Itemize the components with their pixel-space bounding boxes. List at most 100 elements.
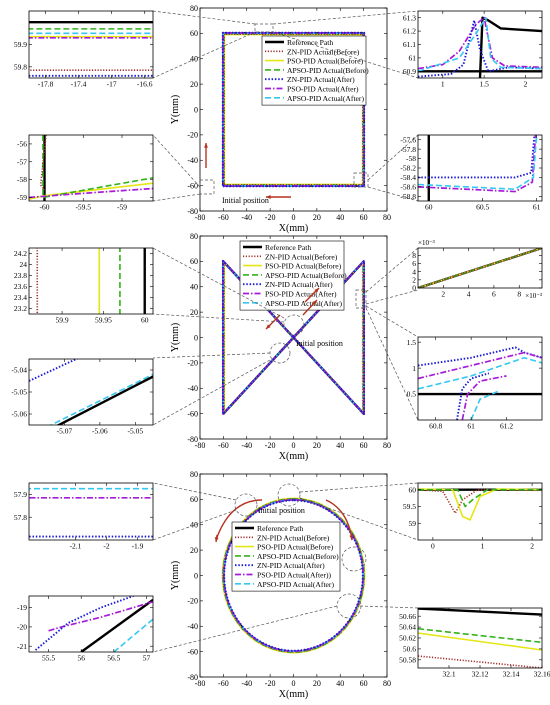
bowtie_z3-bg bbox=[29, 359, 153, 425]
circle-z2-apso-before bbox=[418, 488, 542, 508]
circle_z2-xtick-label: 2 bbox=[530, 542, 534, 551]
circle-zn_after-line bbox=[223, 499, 364, 652]
direction-arrow-head bbox=[214, 537, 219, 542]
legend-label-zn_before: ZN-PID Actual(Before) bbox=[287, 47, 360, 56]
bowtie_main-xtick-label: -80 bbox=[195, 441, 206, 450]
circle_z1-ytick-label: 57.9 bbox=[14, 490, 27, 499]
bowtie_z2-ytick-label: 0 bbox=[412, 284, 416, 293]
square_main-ytick-label: -20 bbox=[187, 131, 198, 140]
bowtie_z4-ytick-label: 1 bbox=[412, 364, 416, 373]
circle_main-ytick-label: -60 bbox=[187, 647, 198, 656]
bowtie_z3-ytick-label: -5.04 bbox=[11, 366, 27, 375]
direction-arc bbox=[215, 499, 263, 541]
circle_z1-frame bbox=[28, 482, 154, 541]
zoom-connector bbox=[272, 10, 419, 25]
legend-label-pso_before: PSO-PID Actual(Before) bbox=[265, 262, 342, 271]
circle_z4-xtick-label: 32.16 bbox=[534, 670, 550, 679]
bowtie_z4-xtick-label: 61 bbox=[467, 422, 475, 431]
bowtie_z2-xtick-label: 8 bbox=[517, 290, 521, 299]
zoom-region-rect bbox=[199, 179, 215, 195]
square_main-ytick-label: -80 bbox=[187, 207, 198, 216]
bowtie_z4-frame bbox=[417, 336, 543, 421]
bowtie_z4-ytick-label: 0.5 bbox=[407, 390, 417, 399]
bowtie_z1-axes: 59.9 59.95 60 23.2 23.4 23.6 23.8 24 24.2 bbox=[14, 247, 154, 325]
bowtie_z2-plot bbox=[418, 248, 542, 288]
bowtie-z4-pso-after bbox=[418, 351, 542, 380]
zoom-connector bbox=[152, 359, 271, 426]
legend-label-ref: Reference Path bbox=[257, 524, 303, 533]
square_z2-xtick-label: 1.5 bbox=[479, 80, 489, 89]
circle_z3-xtick-label: 56 bbox=[77, 654, 85, 663]
circle_main-xtick-label: -40 bbox=[241, 679, 252, 688]
initial-position-label-2: Initial position bbox=[296, 339, 343, 348]
square_z4-ytick-label: -58.6 bbox=[400, 182, 416, 191]
circle_z4-ytick-label: 50.62 bbox=[399, 634, 416, 643]
bowtie_z1-xtick-label: 60 bbox=[141, 316, 149, 325]
bowtie-z3-apso-after bbox=[49, 373, 153, 425]
square-z4-zn-after bbox=[418, 135, 536, 179]
circle_z3-ytick-label: -21 bbox=[17, 642, 27, 651]
bowtie_main-xtick-label: -40 bbox=[241, 441, 252, 450]
legend-label-apso_before: APSO-PID Actual(Before) bbox=[257, 552, 339, 561]
circle-z3-ref bbox=[80, 598, 153, 652]
circle-z4-pso-before bbox=[418, 632, 542, 651]
circle_main-xtick-label: 80 bbox=[383, 679, 391, 688]
circle_main-xtick-label: -20 bbox=[265, 679, 276, 688]
zoom-region-circle bbox=[234, 493, 258, 517]
bowtie-z3-ref bbox=[56, 375, 153, 425]
circle_z3-plot bbox=[29, 596, 153, 652]
bowtie_z2-ytick-label: 8 bbox=[412, 251, 416, 260]
zoom-connector bbox=[367, 134, 419, 181]
bowtie_main-ytick-label: 40 bbox=[190, 283, 198, 292]
circle_z3-axes: 55.5 56 56.5 57 -21 -20 -19 bbox=[17, 595, 154, 663]
circle_z3-ytick-label: -19 bbox=[17, 603, 27, 612]
bowtie_main-ytick-label: 0 bbox=[194, 333, 198, 342]
square_z4-xtick-label: 60.5 bbox=[476, 203, 489, 212]
bowtie_z2-frame bbox=[417, 247, 543, 289]
circle-z2-zn-before bbox=[418, 488, 542, 514]
zoom-connector bbox=[152, 352, 271, 359]
zoom-connector bbox=[152, 193, 201, 202]
bowtie_z3-ytick-label: -5.06 bbox=[11, 410, 27, 419]
square-z2-ref-line bbox=[478, 16, 542, 78]
square_z4-bg bbox=[418, 135, 542, 201]
square_main-xtick-label: -80 bbox=[195, 213, 206, 222]
circle-z3-pso-after bbox=[48, 600, 153, 632]
square_z3-ytick-label: -57 bbox=[17, 157, 27, 166]
circle_z4-ytick-label: 50.6 bbox=[403, 645, 416, 654]
legend-label-pso_before: PSO-PID Actual(Before) bbox=[257, 543, 334, 552]
bowtie_z4-xtick-label: 60.8 bbox=[429, 422, 442, 431]
legend-label-apso_after: APSO-PID Actual(After) bbox=[287, 94, 364, 103]
bowtie_z1-plot bbox=[29, 248, 153, 314]
bowtie-z2-x-exponent: ×10⁻³ bbox=[525, 292, 542, 300]
circle_z3-ytick-label: -20 bbox=[17, 623, 27, 632]
circle_main-xtick-label: -60 bbox=[218, 679, 229, 688]
bowtie_main-ytick-label: -80 bbox=[187, 435, 198, 444]
bowtie_main-ytick-label: 20 bbox=[190, 308, 198, 317]
square-pso_after-line bbox=[222, 32, 365, 187]
circle_main-ytick-label: 40 bbox=[190, 521, 198, 530]
square_z3-frame bbox=[28, 134, 154, 202]
circle_main-ytick-label: -80 bbox=[187, 673, 198, 682]
direction-arrow-head bbox=[266, 195, 271, 199]
zoom-connector bbox=[152, 313, 285, 323]
bowtie_z4-bg bbox=[418, 337, 542, 420]
circle_z4-plot bbox=[418, 608, 542, 668]
square_z3-axes: -60 -59.5 -59 -59 -58 -57 -56 bbox=[17, 134, 154, 212]
square_main-xtick-label: -20 bbox=[265, 213, 276, 222]
bowtie_main-xtick-label: 80 bbox=[383, 441, 391, 450]
circle_z4-bg bbox=[418, 608, 542, 668]
bowtie_z2-ytick-label: 2 bbox=[412, 275, 416, 284]
square_main-xtick-label: 40 bbox=[336, 213, 344, 222]
square_z4-ytick-label: -57.6 bbox=[400, 135, 416, 144]
initial-position-label-3: Initial position bbox=[258, 506, 305, 515]
circle_z1-bg bbox=[29, 483, 153, 540]
square_z4-ytick-label: -58 bbox=[406, 154, 416, 163]
square_z2-ytick-label: 61 bbox=[409, 54, 417, 63]
bowtie_main-xtick-label: 60 bbox=[360, 441, 368, 450]
bowtie_z2-ytick-label: 4 bbox=[412, 267, 416, 276]
